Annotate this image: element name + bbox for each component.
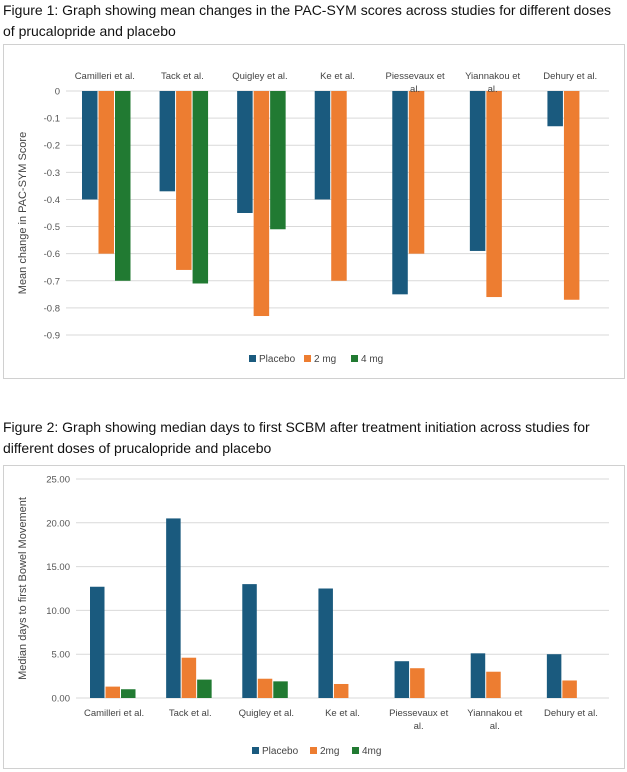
legend-label-4mg: 4mg — [362, 746, 381, 757]
category-label: al. — [488, 84, 498, 95]
category-label: al. — [490, 721, 500, 732]
y-axis-title: Mean change in PAC-SYM Score — [17, 132, 29, 294]
y-tick-label: -0.4 — [44, 195, 60, 206]
bar-2mg-tack-et-al — [181, 657, 197, 698]
category-label: Dehury et al. — [544, 708, 598, 719]
category-label: Camilleri et al. — [75, 71, 135, 82]
figure-2-caption: Figure 2: Graph showing median days to f… — [3, 419, 590, 456]
bar-2mg-piessevaux-et-al — [410, 668, 425, 698]
bar-placebo-dehury-et-al — [547, 91, 563, 127]
category-label: al. — [410, 84, 420, 95]
legend-label-2mg: 2mg — [320, 746, 339, 757]
bar-4mg-camilleri-et-al — [121, 689, 136, 698]
y-tick-label: -0.8 — [44, 303, 60, 314]
bar-2-mg-ke-et-al — [331, 91, 347, 281]
legend-swatch-placebo — [252, 747, 259, 754]
y-tick-label: 25.00 — [46, 475, 70, 486]
bar-2mg-yiannakou-et-al — [486, 671, 501, 698]
category-label: Yiannakou et — [467, 708, 522, 719]
chart-pac-sym: 0 -0.1 -0.2 -0.3 -0.4 -0.5 -0.6 -0.7 -0.8 -0.9 Mea… — [3, 44, 625, 379]
y-tick-label: 0 — [55, 87, 60, 98]
y-tick-label: 15.00 — [46, 562, 70, 573]
y-tick-label: 10.00 — [46, 606, 70, 617]
bar-placebo-quigley-et-al — [242, 584, 257, 698]
bar-4mg-quigley-et-al — [273, 681, 288, 698]
category-label: Ke et al. — [325, 708, 360, 719]
category-label: Yiannakou et — [465, 71, 520, 82]
category-label: al. — [414, 721, 424, 732]
y-tick-label: -0.2 — [44, 141, 60, 152]
y-tick-label: -0.3 — [44, 168, 60, 179]
category-label: Quigley et al. — [232, 71, 287, 82]
bar-2mg-camilleri-et-al — [105, 686, 120, 698]
bar-2-mg-yiannakou-et-al — [486, 91, 502, 298]
y-axis-title: Median days to first Bowel Movement — [17, 497, 29, 680]
bar-4-mg-tack-et-al — [192, 91, 209, 284]
bar-placebo-piessevaux-et-al — [394, 661, 410, 698]
legend-swatch-placebo — [249, 355, 256, 362]
legend-label-2-mg: 2 mg — [314, 354, 336, 365]
bar-placebo-yiannakou-et-al — [469, 91, 486, 251]
legend-swatch-4mg — [352, 747, 359, 754]
category-label: Tack et al. — [169, 708, 212, 719]
legend-swatch-2mg — [310, 747, 317, 754]
category-label: Quigley et al. — [239, 708, 294, 719]
y-tick-label: 5.00 — [52, 650, 71, 661]
y-tick-label: -0.5 — [44, 222, 60, 233]
bar-2-mg-tack-et-al — [176, 91, 192, 270]
bar-2-mg-dehury-et-al — [563, 91, 580, 300]
y-tick-label: -0.9 — [44, 331, 60, 342]
bar-4-mg-quigley-et-al — [270, 91, 286, 230]
bar-2-mg-camilleri-et-al — [98, 91, 114, 254]
bar-placebo-ke-et-al — [318, 588, 333, 698]
bar-placebo-piessevaux-et-al — [392, 91, 408, 295]
bar-2-mg-quigley-et-al — [253, 91, 270, 317]
bar-placebo-tack-et-al — [159, 91, 176, 192]
bar-placebo-tack-et-al — [166, 518, 181, 698]
category-label: Piessevaux et — [385, 71, 445, 82]
bar-placebo-yiannakou-et-al — [470, 653, 486, 698]
bar-2mg-dehury-et-al — [562, 680, 577, 698]
y-tick-label: 0.00 — [52, 694, 71, 705]
legend-label-placebo: Placebo — [259, 354, 296, 365]
category-label: Camilleri et al. — [84, 708, 144, 719]
legend-swatch-2-mg — [304, 355, 311, 362]
bar-4mg-tack-et-al — [197, 679, 212, 698]
legend-label-4-mg: 4 mg — [361, 354, 383, 365]
figure-1-caption: Figure 1: Graph showing mean changes in … — [3, 2, 612, 39]
y-tick-label: -0.1 — [44, 114, 60, 125]
bar-placebo-dehury-et-al — [546, 654, 562, 698]
legend-swatch-4-mg — [351, 355, 358, 362]
y-tick-label: -0.7 — [44, 276, 60, 287]
bar-placebo-camilleri-et-al — [82, 91, 98, 200]
bar-2mg-ke-et-al — [333, 683, 349, 698]
bar-placebo-ke-et-al — [314, 91, 331, 200]
bar-placebo-quigley-et-al — [237, 91, 253, 213]
bar-2mg-quigley-et-al — [257, 678, 273, 698]
bar-2-mg-piessevaux-et-al — [408, 91, 425, 254]
chart-median-days: 0.00 5.00 10.00 15.00 20.00 25.00 Median days … — [3, 465, 625, 769]
legend-label-placebo: Placebo — [262, 746, 299, 757]
y-tick-label: -0.6 — [44, 249, 60, 260]
chart-pac-sym-svg: 0 -0.1 -0.2 -0.3 -0.4 -0.5 -0.6 -0.7 -0.8 -0.9 Mea… — [17, 71, 609, 365]
y-tick-label: 20.00 — [46, 518, 70, 529]
category-label: Dehury et al. — [543, 71, 597, 82]
category-label: Piessevaux et — [389, 708, 449, 719]
bar-placebo-camilleri-et-al — [90, 586, 105, 698]
chart-median-days-svg: 0.00 5.00 10.00 15.00 20.00 25.00 Median days … — [17, 475, 609, 757]
category-label: Ke et al. — [320, 71, 355, 82]
category-label: Tack et al. — [161, 71, 204, 82]
bar-4-mg-camilleri-et-al — [115, 91, 131, 281]
